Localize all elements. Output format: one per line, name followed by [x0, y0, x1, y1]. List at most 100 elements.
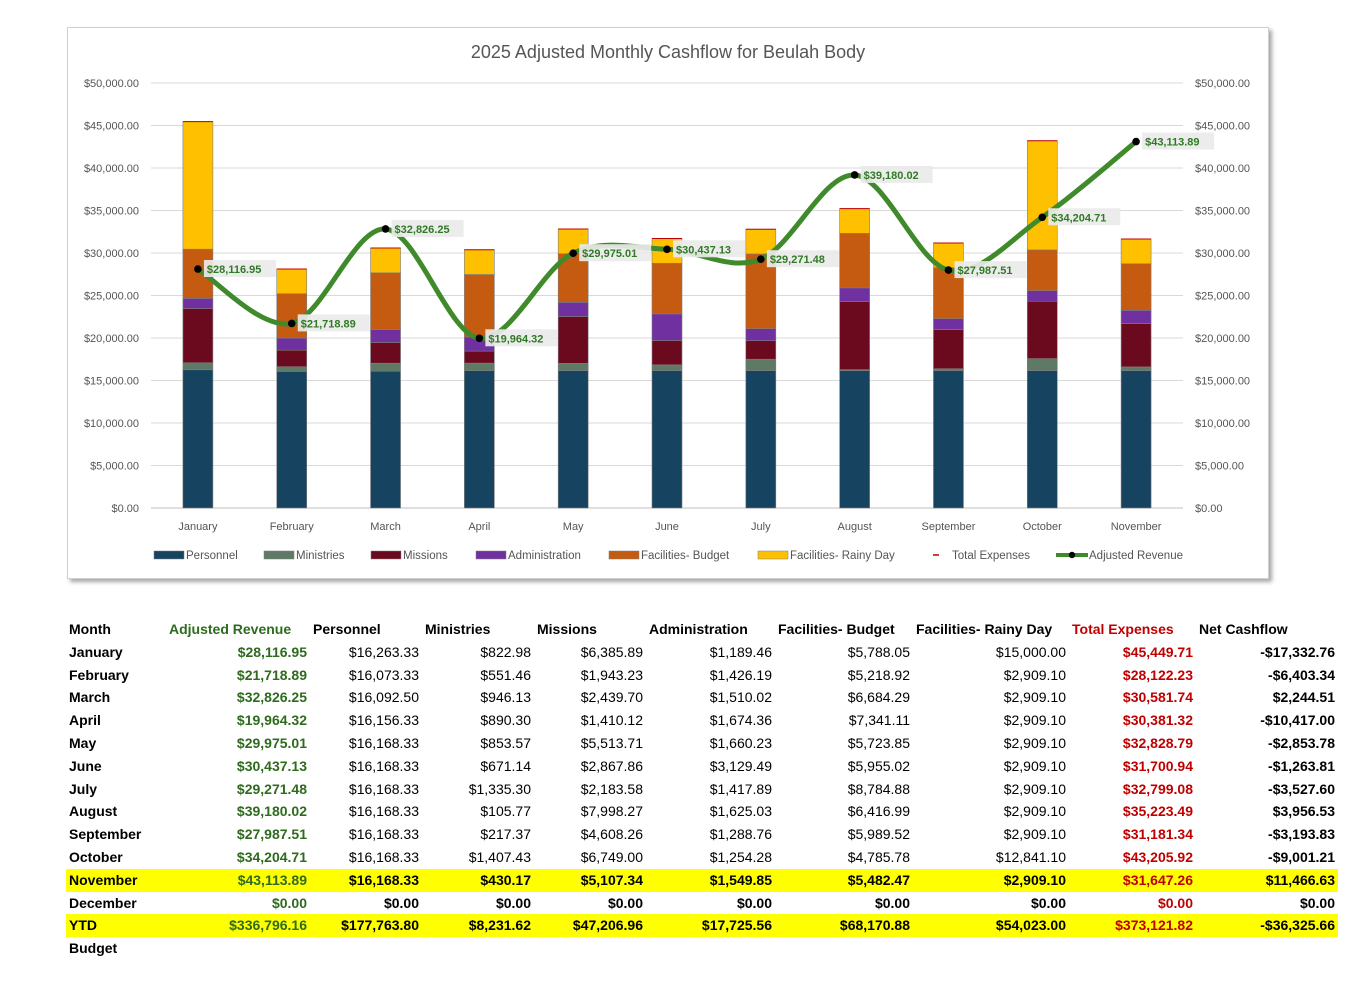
total-expenses-markers — [182, 121, 1152, 270]
table-row: January $28,116.95 $16,263.33 $822.98 $6,385… — [66, 641, 1338, 664]
table-header-cell: Missions — [537, 621, 597, 637]
table-cell: $890.30 — [480, 712, 531, 729]
table-cell — [310, 937, 422, 960]
table-cell: $5,989.52 — [847, 826, 910, 843]
table-cell: -$17,332.76 — [1260, 643, 1335, 660]
data-label: $19,964.32 — [488, 333, 543, 345]
table-cell: $2,909.10 — [1003, 666, 1066, 683]
table-cell: -$9,001.21 — [1268, 848, 1335, 865]
legend-swatch — [608, 550, 640, 560]
bar-segment — [370, 247, 401, 274]
table-header-row: Month Adjusted Revenue Personnel Ministries… — [66, 618, 1338, 641]
table-cell — [646, 937, 775, 960]
data-label-box — [203, 260, 276, 278]
data-label-box — [954, 261, 1027, 279]
table-cell: $0.00 — [736, 894, 772, 911]
x-tick-label: September — [922, 521, 976, 533]
table-cell: $1,254.28 — [709, 848, 772, 865]
table-cell — [913, 937, 1069, 960]
bar-segment — [1120, 370, 1152, 509]
table-cell: -$6,403.34 — [1268, 666, 1335, 683]
table-cell: $2,244.51 — [1272, 689, 1335, 706]
y-tick-label-left: $30,000.00 — [84, 248, 139, 260]
table-cell: $1,189.46 — [709, 643, 772, 660]
table-cell: $39,180.02 — [236, 803, 307, 820]
table-cell: $30,581.74 — [1122, 689, 1193, 706]
table-cell: $5,723.85 — [847, 734, 910, 751]
x-tick-label: June — [655, 521, 679, 533]
table-cell: $31,181.34 — [1122, 826, 1193, 843]
table-row: YTD $336,796.16 $177,763.80 $8,231.62 $47,20… — [66, 914, 1338, 938]
data-label: $29,975.01 — [582, 248, 637, 260]
table-cell: $15,000.00 — [995, 643, 1066, 660]
table-cell: $5,107.34 — [534, 868, 646, 892]
y-tick-label-left: $35,000.00 — [84, 206, 139, 218]
row-month-label: June — [69, 757, 102, 774]
table-row: November $43,113.89 $16,168.33 $430.17 $5,10… — [66, 868, 1338, 892]
table-cell: -$3,527.60 — [1268, 780, 1335, 797]
bar-segment — [370, 342, 401, 364]
bar-segment — [370, 370, 401, 509]
table-cell: $373,121.82 — [1069, 914, 1196, 938]
table-header-cell: Administration — [649, 621, 748, 637]
bar-segment — [651, 262, 683, 315]
table-cell: $68,170.88 — [775, 914, 913, 938]
table-cell: $0.00 — [1299, 894, 1335, 911]
bar-segment — [464, 249, 495, 275]
table-row: September $27,987.51 $16,168.33 $217.37 $4,6… — [66, 823, 1338, 846]
table-cell: $1,410.12 — [580, 712, 643, 729]
bar-segment — [276, 349, 308, 367]
table-row: April $19,964.32 $16,156.33 $890.30 $1,410.1… — [66, 709, 1338, 732]
bar-segment — [745, 228, 777, 255]
legend-swatch — [263, 550, 295, 560]
table-cell: $16,168.33 — [348, 780, 419, 797]
bar-segment — [557, 302, 589, 317]
bar-segment — [182, 308, 214, 364]
bar-segment — [276, 337, 308, 351]
table-cell: $946.13 — [480, 689, 531, 706]
bar-segment — [1120, 310, 1152, 324]
table-cell: $12,841.10 — [995, 848, 1066, 865]
revenue-point — [475, 334, 484, 343]
x-tick-label: October — [1023, 521, 1062, 533]
table-cell: $16,168.33 — [348, 734, 419, 751]
row-month-label: April — [69, 712, 101, 729]
table-row: Budget — [66, 937, 1338, 960]
table-cell: $2,183.58 — [580, 780, 643, 797]
row-month-label: September — [69, 826, 142, 843]
data-label: $39,180.02 — [864, 170, 919, 182]
table-cell — [1069, 937, 1196, 960]
bar-segment — [745, 358, 777, 371]
data-label: $29,271.48 — [770, 254, 825, 266]
table-header-cell: Total Expenses — [1072, 621, 1174, 637]
bar-segment — [1026, 358, 1058, 371]
table-cell: $16,092.50 — [348, 689, 419, 706]
bar-segment — [651, 370, 683, 509]
row-month-label: May — [69, 734, 97, 751]
y-tick-label-right: $15,000.00 — [1195, 376, 1250, 388]
revenue-point — [194, 265, 202, 273]
revenue-point — [287, 319, 296, 328]
table-cell: $31,700.94 — [1122, 757, 1193, 774]
table-cell: -$1,263.81 — [1268, 757, 1335, 774]
y-tick-label-left: $50,000.00 — [84, 78, 139, 90]
bar-segment — [839, 208, 870, 234]
y-tick-label-left: $40,000.00 — [84, 163, 139, 175]
table-cell: $0.00 — [383, 894, 419, 911]
table-cell: -$2,853.78 — [1268, 734, 1335, 751]
bar-segment — [464, 350, 495, 364]
table-cell: $1,426.19 — [709, 666, 772, 683]
y-tick-label-right: $25,000.00 — [1195, 291, 1250, 303]
bar-segment — [182, 362, 214, 371]
table-row: March $32,826.25 $16,092.50 $946.13 $2,439.7… — [66, 686, 1338, 709]
legend-label: Total Expenses — [952, 550, 1030, 562]
data-label-box — [1142, 132, 1215, 150]
table-header-cell: Ministries — [425, 621, 491, 637]
table-cell: $32,826.25 — [236, 689, 307, 706]
table-cell: $28,116.95 — [237, 643, 307, 660]
x-tick-label: March — [370, 521, 401, 533]
y-tick-label-right: $40,000.00 — [1195, 163, 1250, 175]
table-cell: $551.46 — [480, 666, 531, 683]
table-cell: $0.00 — [607, 894, 643, 911]
legend-swatch — [757, 550, 789, 560]
